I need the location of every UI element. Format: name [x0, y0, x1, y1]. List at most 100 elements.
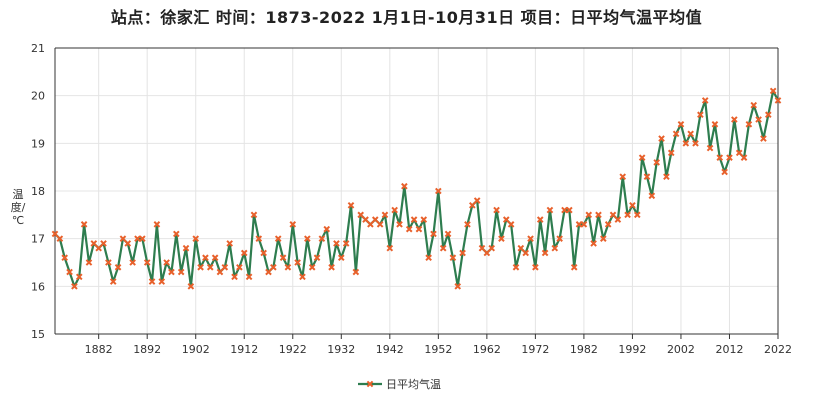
data-point[interactable]: [750, 101, 758, 109]
data-point[interactable]: [357, 211, 365, 219]
data-point[interactable]: [163, 259, 170, 266]
data-point[interactable]: [158, 278, 166, 285]
data-point[interactable]: [585, 211, 593, 219]
data-point[interactable]: [624, 211, 631, 219]
data-point[interactable]: [478, 244, 486, 252]
data-point[interactable]: [663, 173, 670, 181]
data-point[interactable]: [672, 130, 680, 138]
data-point[interactable]: [600, 235, 607, 242]
data-point[interactable]: [493, 206, 500, 214]
data-point[interactable]: [410, 216, 418, 223]
data-point[interactable]: [100, 240, 107, 247]
data-point[interactable]: [318, 235, 326, 242]
legend[interactable]: 日平均气温: [358, 377, 441, 391]
data-point[interactable]: [633, 211, 641, 219]
data-point[interactable]: [143, 259, 151, 266]
data-point[interactable]: [333, 240, 340, 247]
data-point[interactable]: [105, 259, 112, 266]
data-point[interactable]: [735, 149, 743, 157]
data-point[interactable]: [187, 283, 195, 290]
data-point[interactable]: [706, 144, 714, 152]
data-point[interactable]: [236, 263, 243, 271]
data-point[interactable]: [595, 211, 602, 219]
data-point[interactable]: [609, 211, 617, 219]
data-point[interactable]: [367, 221, 374, 228]
data-point[interactable]: [629, 201, 636, 209]
data-point[interactable]: [701, 97, 709, 104]
data-point[interactable]: [352, 268, 360, 276]
data-point[interactable]: [61, 254, 69, 262]
data-point[interactable]: [405, 225, 413, 233]
data-point[interactable]: [721, 168, 728, 176]
data-point[interactable]: [124, 240, 132, 247]
data-point[interactable]: [648, 192, 656, 200]
data-point[interactable]: [435, 187, 442, 195]
data-point[interactable]: [323, 225, 331, 233]
data-point[interactable]: [308, 263, 316, 271]
data-point[interactable]: [274, 235, 282, 242]
data-point[interactable]: [527, 235, 534, 242]
data-point[interactable]: [546, 206, 554, 214]
data-point[interactable]: [425, 254, 432, 262]
data-point[interactable]: [556, 235, 563, 242]
data-point[interactable]: [386, 244, 394, 252]
data-point[interactable]: [255, 235, 263, 242]
data-point[interactable]: [502, 216, 510, 223]
data-point[interactable]: [202, 254, 209, 262]
data-point[interactable]: [270, 263, 277, 271]
data-point[interactable]: [619, 173, 627, 181]
data-point[interactable]: [168, 268, 175, 276]
data-point[interactable]: [760, 135, 767, 142]
data-point[interactable]: [396, 221, 403, 228]
data-point[interactable]: [139, 235, 146, 242]
data-point[interactable]: [726, 154, 733, 161]
data-point[interactable]: [677, 120, 685, 128]
data-point[interactable]: [119, 235, 127, 242]
data-point[interactable]: [240, 249, 248, 257]
data-point[interactable]: [337, 254, 345, 262]
data-point[interactable]: [614, 216, 622, 223]
data-point[interactable]: [532, 263, 539, 271]
data-point[interactable]: [439, 244, 447, 252]
data-point[interactable]: [745, 120, 753, 128]
data-point[interactable]: [260, 249, 267, 257]
data-point[interactable]: [109, 278, 117, 285]
data-point[interactable]: [66, 268, 73, 276]
data-point[interactable]: [221, 263, 229, 271]
data-point[interactable]: [250, 211, 258, 219]
data-point[interactable]: [692, 140, 699, 147]
data-point[interactable]: [764, 111, 772, 119]
data-point[interactable]: [192, 235, 200, 242]
data-point[interactable]: [304, 235, 311, 242]
data-point[interactable]: [75, 273, 83, 281]
data-point[interactable]: [347, 201, 355, 209]
data-point[interactable]: [206, 263, 214, 271]
data-point[interactable]: [473, 197, 481, 204]
data-point[interactable]: [216, 268, 224, 276]
data-point[interactable]: [173, 230, 180, 238]
data-point[interactable]: [755, 116, 762, 123]
data-point[interactable]: [444, 230, 452, 238]
data-point[interactable]: [391, 206, 398, 214]
data-point[interactable]: [653, 159, 660, 166]
data-point[interactable]: [197, 263, 204, 271]
data-point[interactable]: [182, 244, 190, 252]
data-point[interactable]: [95, 244, 102, 252]
data-point[interactable]: [638, 154, 646, 161]
data-point[interactable]: [517, 244, 525, 252]
data-point[interactable]: [740, 154, 748, 161]
data-point[interactable]: [245, 273, 253, 281]
data-point[interactable]: [541, 249, 549, 257]
data-point[interactable]: [604, 221, 612, 228]
data-point[interactable]: [570, 263, 578, 271]
data-point[interactable]: [697, 111, 704, 119]
data-point[interactable]: [488, 244, 496, 252]
data-point[interactable]: [566, 206, 573, 214]
data-point[interactable]: [362, 216, 369, 223]
data-point[interactable]: [294, 259, 301, 266]
data-point[interactable]: [590, 240, 597, 247]
data-point[interactable]: [731, 116, 738, 123]
data-point[interactable]: [512, 263, 520, 271]
data-point[interactable]: [211, 254, 219, 262]
data-point[interactable]: [498, 235, 505, 242]
